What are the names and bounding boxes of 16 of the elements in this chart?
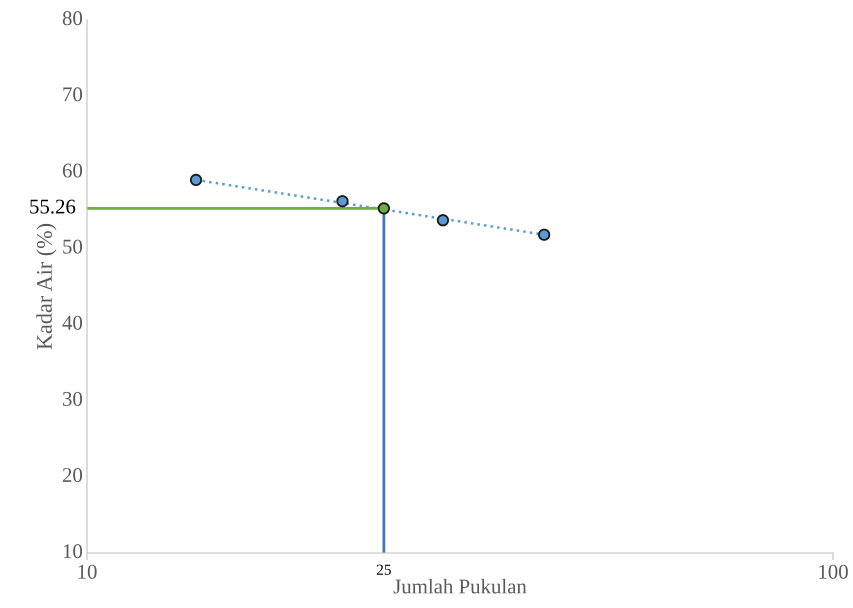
annotation: 55.26 [30, 200, 76, 214]
y-tick-label: 10 [64, 544, 82, 558]
y-tick-label: 60 [62, 163, 82, 178]
y-tick-label: 80 [62, 11, 82, 26]
y-tick-label: 50 [63, 240, 82, 254]
x-tick-label: 100 [819, 564, 848, 579]
point [436, 214, 450, 226]
y-tick-label: 20 [62, 468, 82, 482]
point [538, 228, 550, 241]
x-axis-title: Jumlah Pukulan [394, 578, 527, 594]
y-axis-title: Kadar Air (%) [36, 224, 56, 350]
y-tick-label: 30 [62, 392, 82, 406]
annotation: 25 [376, 564, 391, 575]
y-tick-label: 40 [62, 316, 82, 330]
y-tick-label: 70 [63, 87, 82, 102]
point [336, 195, 349, 208]
